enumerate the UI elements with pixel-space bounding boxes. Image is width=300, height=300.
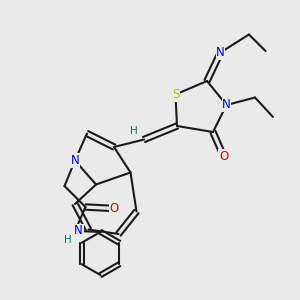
Text: S: S (172, 88, 179, 101)
Text: N: N (222, 98, 231, 112)
Text: O: O (219, 149, 228, 163)
Text: N: N (74, 224, 83, 238)
Text: H: H (64, 235, 71, 245)
Text: H: H (130, 125, 137, 136)
Text: N: N (70, 154, 80, 167)
Text: O: O (110, 202, 118, 215)
Text: N: N (216, 46, 225, 59)
